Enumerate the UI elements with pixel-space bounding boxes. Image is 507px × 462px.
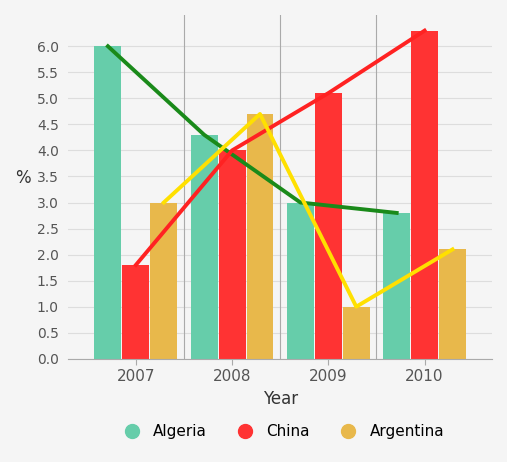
Bar: [411, 30, 438, 359]
Legend: Algeria, China, Argentina: Algeria, China, Argentina: [110, 418, 450, 445]
Bar: [246, 114, 273, 359]
Bar: [94, 46, 121, 359]
Bar: [439, 249, 466, 359]
Bar: [191, 135, 218, 359]
Bar: [315, 93, 342, 359]
Y-axis label: %: %: [15, 169, 30, 187]
Bar: [150, 202, 177, 359]
Bar: [383, 213, 410, 359]
Bar: [287, 202, 314, 359]
Bar: [219, 151, 245, 359]
Bar: [343, 307, 370, 359]
Bar: [122, 265, 149, 359]
X-axis label: Year: Year: [263, 390, 298, 408]
